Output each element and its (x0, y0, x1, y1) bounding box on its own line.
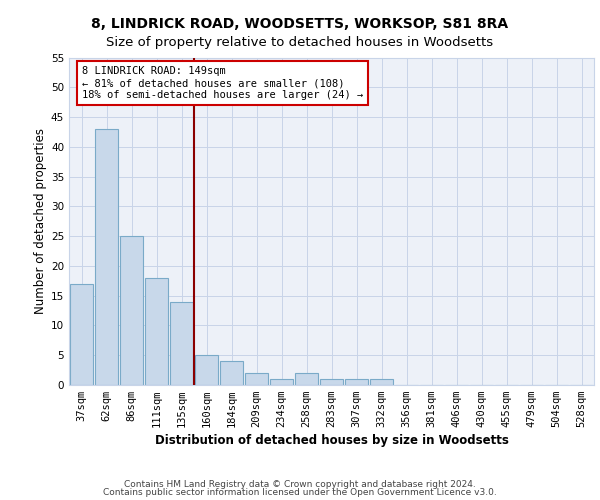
Text: 8 LINDRICK ROAD: 149sqm
← 81% of detached houses are smaller (108)
18% of semi-d: 8 LINDRICK ROAD: 149sqm ← 81% of detache… (82, 66, 363, 100)
Bar (269, 379, 293, 385)
Text: 8, LINDRICK ROAD, WOODSETTS, WORKSOP, S81 8RA: 8, LINDRICK ROAD, WOODSETTS, WORKSOP, S8… (91, 18, 509, 32)
Bar (70, 284, 94, 385)
Bar (370, 379, 394, 385)
Text: Contains public sector information licensed under the Open Government Licence v3: Contains public sector information licen… (103, 488, 497, 497)
X-axis label: Distribution of detached houses by size in Woodsetts: Distribution of detached houses by size … (155, 434, 508, 448)
Y-axis label: Number of detached properties: Number of detached properties (34, 128, 47, 314)
Bar (194, 355, 218, 385)
Bar (220, 361, 244, 385)
Bar (320, 379, 343, 385)
Bar (95, 129, 118, 385)
Text: Contains HM Land Registry data © Crown copyright and database right 2024.: Contains HM Land Registry data © Crown c… (124, 480, 476, 489)
Bar (344, 379, 368, 385)
Bar (145, 278, 169, 385)
Bar (170, 302, 193, 385)
Bar (119, 236, 143, 385)
Bar (295, 373, 319, 385)
Bar (245, 373, 268, 385)
Text: Size of property relative to detached houses in Woodsetts: Size of property relative to detached ho… (106, 36, 494, 49)
